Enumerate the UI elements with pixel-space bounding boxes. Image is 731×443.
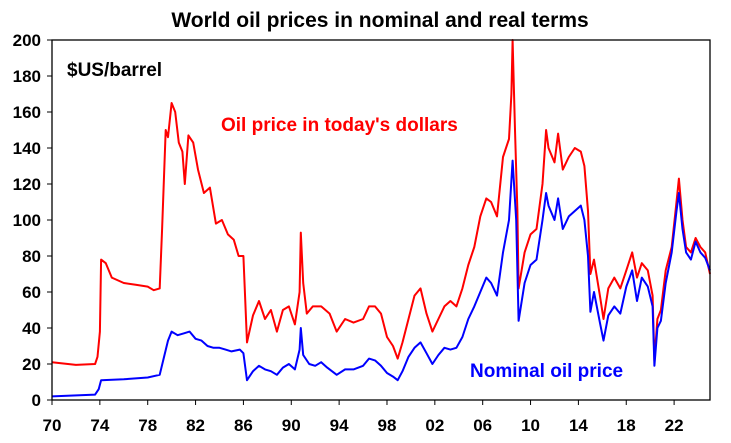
x-axis-ticks: 70 74 78 82 86 90 94 98 02 06 10 14 18 22 [43,400,684,435]
x-tick-label: 78 [138,416,157,435]
y-axis-ticks: 0 20 40 60 80 100 120 140 160 180 200 [13,31,52,410]
real-price-line [51,39,711,366]
y-tick-label: 200 [13,31,41,50]
x-tick-label: 10 [521,416,540,435]
plot-frame [51,39,711,401]
series-lines [51,39,711,398]
y-tick-label: 0 [32,391,41,410]
x-tick-label: 98 [378,416,397,435]
y-axis-unit-label: $US/barrel [67,60,162,81]
y-tick-label: 120 [13,175,41,194]
x-tick-label: 02 [425,416,444,435]
y-tick-label: 80 [22,247,41,266]
nominal-price-label: Nominal oil price [470,361,623,382]
x-tick-label: 22 [665,416,684,435]
y-tick-label: 180 [13,67,41,86]
nominal-price-line [51,159,711,398]
x-tick-label: 74 [90,416,109,435]
x-tick-label: 94 [330,416,349,435]
y-tick-label: 140 [13,139,41,158]
y-tick-label: 20 [22,355,41,374]
x-tick-label: 06 [473,416,492,435]
y-tick-label: 40 [22,319,41,338]
x-tick-label: 70 [43,416,62,435]
y-tick-label: 160 [13,103,41,122]
x-tick-label: 14 [569,416,588,435]
x-tick-label: 18 [617,416,636,435]
y-tick-label: 100 [13,211,41,230]
y-tick-label: 60 [22,283,41,302]
real-price-label: Oil price in today's dollars [221,115,458,136]
x-tick-label: 86 [234,416,253,435]
x-tick-label: 82 [186,416,205,435]
x-tick-label: 90 [282,416,301,435]
chart-title: World oil prices in nominal and real ter… [171,9,588,32]
